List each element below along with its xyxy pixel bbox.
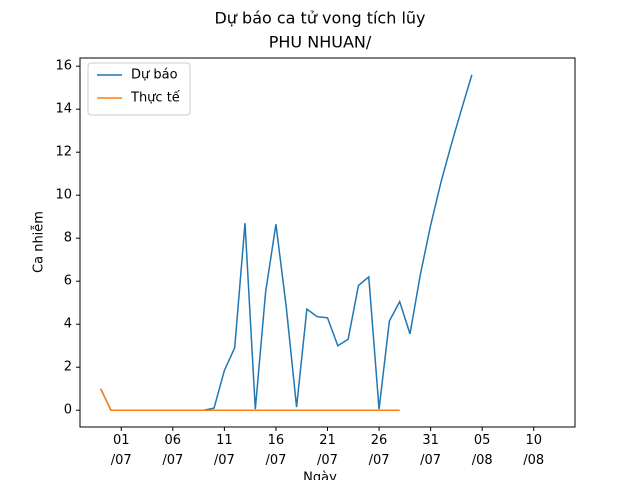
legend-box [87, 62, 191, 116]
legend-label: Dự báo [131, 68, 178, 83]
x-tick-label: 31 /07 [420, 433, 442, 468]
x-tick-label: 11 /07 [213, 433, 235, 468]
y-tick-label: 4 [64, 317, 72, 332]
chart-subtitle: PHU NHUAN/ [269, 33, 372, 52]
line-series [99, 74, 473, 411]
x-tick-label: 16 /07 [265, 433, 287, 468]
x-tick-label: 06 /07 [162, 433, 184, 468]
x-tick-label: 10 /08 [523, 433, 545, 468]
plot-frame [79, 57, 576, 428]
legend-label: Thực tế [130, 91, 180, 106]
y-axis-label: Ca nhiễm [32, 211, 47, 273]
y-tick-label: 0 [64, 403, 72, 418]
y-tick-label: 6 [64, 274, 72, 289]
y-tick-label: 12 [55, 145, 72, 160]
y-tick-label: 10 [55, 188, 72, 203]
y-tick-label: 8 [64, 231, 72, 246]
x-axis-label: Ngày [303, 471, 337, 480]
x-tick-label: 01 /07 [110, 433, 132, 468]
x-tick-label: 05 /08 [471, 433, 493, 468]
y-tick-label: 2 [64, 360, 72, 375]
x-tick-label: 26 /07 [368, 433, 390, 468]
line-series [99, 388, 400, 411]
y-tick-label: 14 [55, 102, 72, 117]
x-tick-label: 21 /07 [317, 433, 338, 468]
chart-title: Dự báo ca tử vong tích lũy [214, 9, 425, 28]
y-tick-label: 16 [55, 59, 72, 74]
